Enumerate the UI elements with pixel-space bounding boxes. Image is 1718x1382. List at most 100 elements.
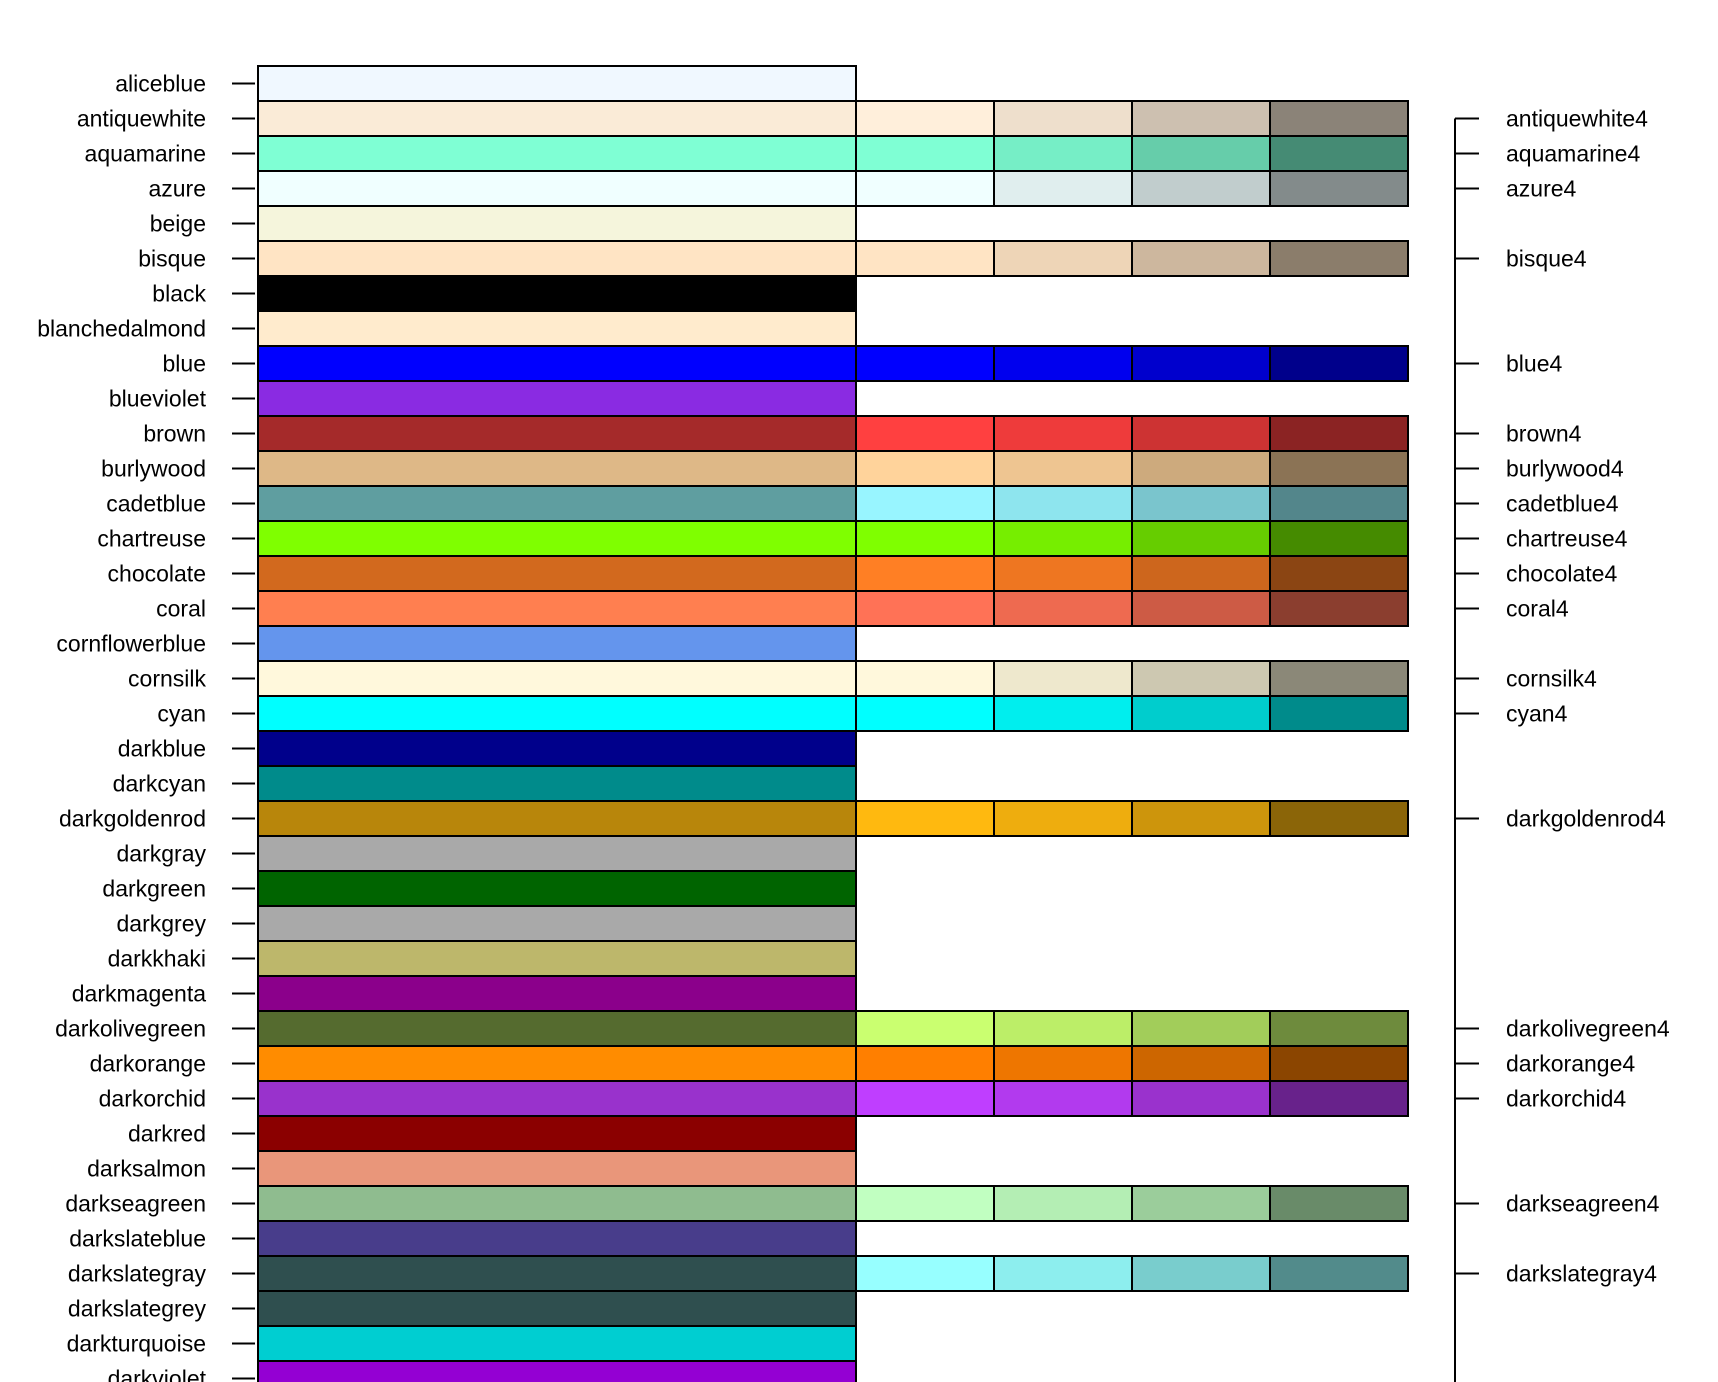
swatch-darkcyan (257, 765, 857, 802)
row-label-black: black (152, 281, 206, 307)
swatch-darkmagenta (257, 975, 857, 1012)
swatch-bisque3 (1131, 240, 1271, 277)
swatch-aquamarine4 (1269, 135, 1409, 172)
row-label-cadetblue: cadetblue (106, 491, 206, 517)
row-label-bisque: bisque (138, 246, 206, 272)
swatch-cadetblue1 (855, 485, 995, 522)
swatch-darkorchid3 (1131, 1080, 1271, 1117)
row-label-chartreuse: chartreuse (97, 526, 206, 552)
swatch-cornsilk (257, 660, 857, 697)
swatch-chartreuse1 (855, 520, 995, 557)
swatch-cornsilk2 (993, 660, 1133, 697)
swatch-burlywood (257, 450, 857, 487)
swatch-darkslategray4 (1269, 1255, 1409, 1292)
row-label-coral: coral (156, 596, 206, 622)
swatch-brown4 (1269, 415, 1409, 452)
swatch-chartreuse4 (1269, 520, 1409, 557)
row-label-aliceblue: aliceblue (115, 71, 206, 97)
row-label-darkslategray: darkslategray (68, 1261, 207, 1287)
right-label-darkgoldenrod4: darkgoldenrod4 (1506, 806, 1666, 832)
swatch-aliceblue (257, 65, 857, 102)
swatch-blue (257, 345, 857, 382)
swatch-aquamarine1 (855, 135, 995, 172)
swatch-brown3 (1131, 415, 1271, 452)
swatch-cyan4 (1269, 695, 1409, 732)
row-label-darkorange: darkorange (90, 1051, 206, 1077)
swatch-coral4 (1269, 590, 1409, 627)
swatch-burlywood2 (993, 450, 1133, 487)
swatch-darkblue (257, 730, 857, 767)
swatch-chocolate2 (993, 555, 1133, 592)
swatch-darkslategray3 (1131, 1255, 1271, 1292)
swatch-darkred (257, 1115, 857, 1152)
swatch-darkolivegreen2 (993, 1010, 1133, 1047)
row-label-darkgreen: darkgreen (102, 876, 206, 902)
row-label-cornflowerblue: cornflowerblue (56, 631, 206, 657)
swatch-darkorange4 (1269, 1045, 1409, 1082)
swatch-coral3 (1131, 590, 1271, 627)
swatch-darkslategrey (257, 1290, 857, 1327)
swatch-beige (257, 205, 857, 242)
right-label-cornsilk4: cornsilk4 (1506, 666, 1597, 692)
swatch-darkorchid2 (993, 1080, 1133, 1117)
right-label-darkorchid4: darkorchid4 (1506, 1086, 1626, 1112)
swatch-cornsilk1 (855, 660, 995, 697)
right-label-darkseagreen4: darkseagreen4 (1506, 1191, 1660, 1217)
swatch-azure4 (1269, 170, 1409, 207)
row-label-darkolivegreen: darkolivegreen (55, 1016, 206, 1042)
swatch-blue4 (1269, 345, 1409, 382)
row-label-darkgrey: darkgrey (117, 911, 207, 937)
swatch-bisque4 (1269, 240, 1409, 277)
right-label-azure4: azure4 (1506, 176, 1577, 202)
row-label-darkturquoise: darkturquoise (67, 1331, 206, 1357)
swatch-blue2 (993, 345, 1133, 382)
swatch-aquamarine2 (993, 135, 1133, 172)
right-label-coral4: coral4 (1506, 596, 1569, 622)
row-label-antiquewhite: antiquewhite (77, 106, 206, 132)
swatch-chocolate1 (855, 555, 995, 592)
swatch-cyan (257, 695, 857, 732)
swatch-burlywood3 (1131, 450, 1271, 487)
swatch-darksalmon (257, 1150, 857, 1187)
right-label-darkorange4: darkorange4 (1506, 1051, 1635, 1077)
swatch-burlywood4 (1269, 450, 1409, 487)
row-label-darkslategrey: darkslategrey (68, 1296, 207, 1322)
swatch-darkorchid1 (855, 1080, 995, 1117)
right-label-bisque4: bisque4 (1506, 246, 1587, 272)
row-label-darksalmon: darksalmon (87, 1156, 206, 1182)
row-label-darkorchid: darkorchid (99, 1086, 206, 1112)
row-label-cornsilk: cornsilk (128, 666, 206, 692)
swatch-darkolivegreen4 (1269, 1010, 1409, 1047)
swatch-darkslategray2 (993, 1255, 1133, 1292)
row-label-darkcyan: darkcyan (113, 771, 206, 797)
swatch-brown2 (993, 415, 1133, 452)
swatch-darkslategray1 (855, 1255, 995, 1292)
swatch-cyan1 (855, 695, 995, 732)
swatch-darkseagreen2 (993, 1185, 1133, 1222)
swatch-cadetblue3 (1131, 485, 1271, 522)
swatch-darkseagreen4 (1269, 1185, 1409, 1222)
row-label-darkslateblue: darkslateblue (69, 1226, 206, 1252)
swatch-darkolivegreen3 (1131, 1010, 1271, 1047)
swatch-darkgoldenrod2 (993, 800, 1133, 837)
swatch-darkseagreen1 (855, 1185, 995, 1222)
swatch-darkgoldenrod4 (1269, 800, 1409, 837)
right-label-brown4: brown4 (1506, 421, 1582, 447)
right-label-darkolivegreen4: darkolivegreen4 (1506, 1016, 1670, 1042)
row-label-darkgray: darkgray (117, 841, 207, 867)
swatch-coral (257, 590, 857, 627)
swatch-darkgreen (257, 870, 857, 907)
right-label-burlywood4: burlywood4 (1506, 456, 1624, 482)
swatch-cornsilk4 (1269, 660, 1409, 697)
right-label-chartreuse4: chartreuse4 (1506, 526, 1628, 552)
swatch-antiquewhite1 (855, 100, 995, 137)
right-label-cyan4: cyan4 (1506, 701, 1568, 727)
swatch-darkturquoise (257, 1325, 857, 1362)
swatch-antiquewhite3 (1131, 100, 1271, 137)
swatch-cyan2 (993, 695, 1133, 732)
swatch-darkorchid (257, 1080, 857, 1117)
swatch-darkslategray (257, 1255, 857, 1292)
swatch-darkgoldenrod1 (855, 800, 995, 837)
swatch-chocolate (257, 555, 857, 592)
right-label-blue4: blue4 (1506, 351, 1562, 377)
